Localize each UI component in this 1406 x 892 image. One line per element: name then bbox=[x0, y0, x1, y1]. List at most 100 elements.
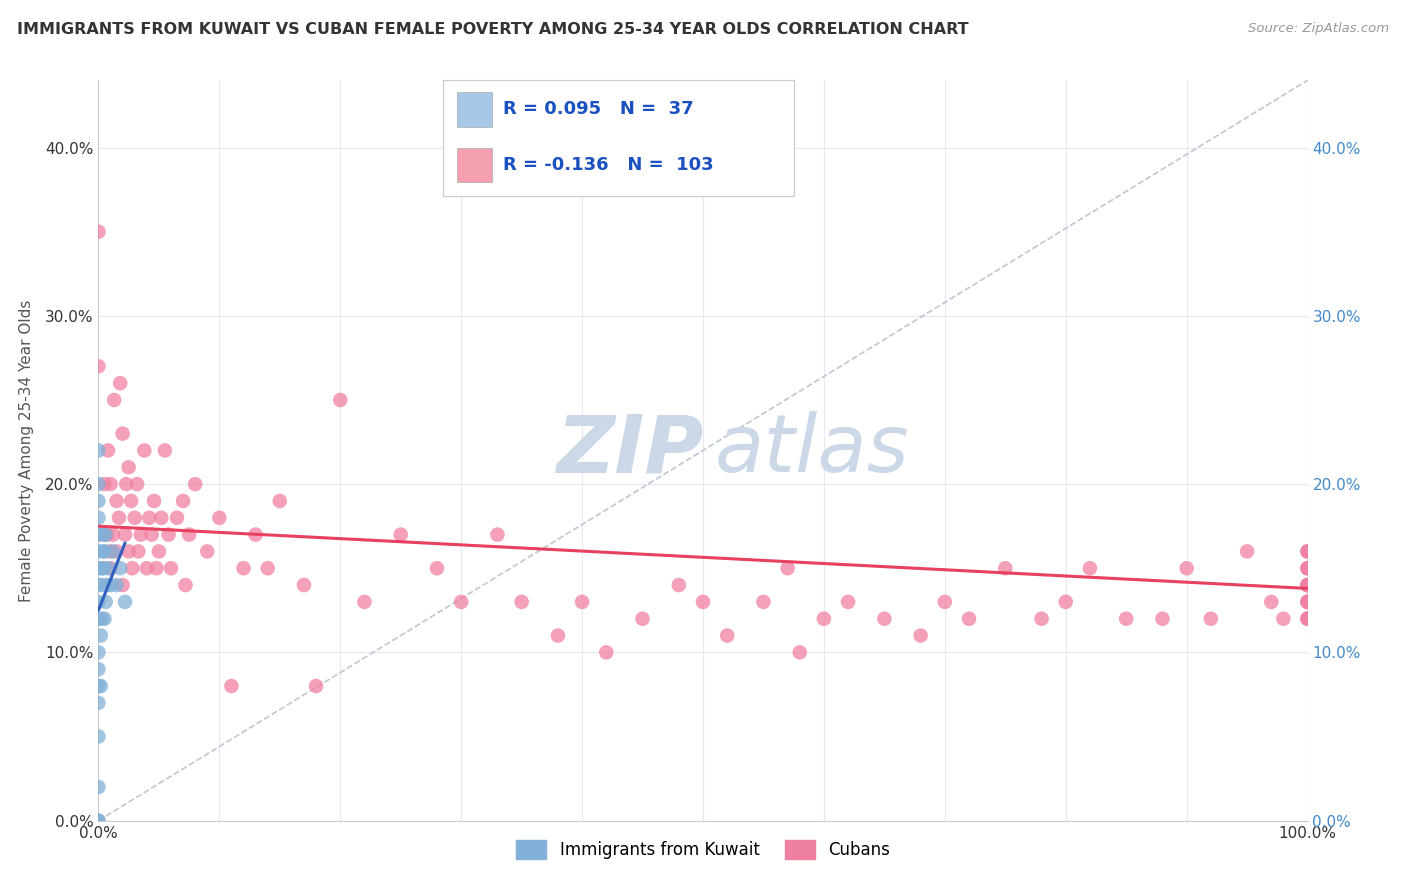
Point bbox=[100, 578, 122, 592]
Point bbox=[1054, 595, 1077, 609]
Point bbox=[1296, 578, 1319, 592]
Point bbox=[101, 527, 124, 541]
Point bbox=[97, 443, 120, 458]
Point bbox=[716, 628, 738, 642]
Point bbox=[1296, 612, 1319, 626]
Point bbox=[256, 561, 278, 575]
Point bbox=[148, 544, 170, 558]
Point bbox=[1296, 612, 1319, 626]
Point bbox=[87, 494, 110, 508]
Point bbox=[141, 527, 163, 541]
Point bbox=[1296, 595, 1319, 609]
Point bbox=[547, 628, 569, 642]
Point bbox=[114, 527, 136, 541]
Point bbox=[150, 510, 173, 524]
Point bbox=[389, 527, 412, 541]
Point bbox=[172, 494, 194, 508]
Point bbox=[873, 612, 896, 626]
Point bbox=[93, 612, 115, 626]
Point bbox=[1296, 595, 1319, 609]
Point bbox=[692, 595, 714, 609]
Point bbox=[668, 578, 690, 592]
Point bbox=[127, 477, 149, 491]
Point bbox=[108, 561, 131, 575]
Point bbox=[87, 595, 110, 609]
Point bbox=[353, 595, 375, 609]
Point bbox=[994, 561, 1017, 575]
Point bbox=[93, 477, 115, 491]
Point bbox=[292, 578, 315, 592]
Point bbox=[245, 527, 267, 541]
Point bbox=[776, 561, 799, 575]
Text: R = -0.136   N =  103: R = -0.136 N = 103 bbox=[503, 156, 713, 174]
Point bbox=[135, 561, 157, 575]
Point bbox=[1296, 612, 1319, 626]
Bar bbox=[457, 92, 492, 127]
Point bbox=[100, 561, 122, 575]
Point bbox=[571, 595, 593, 609]
Point bbox=[1199, 612, 1222, 626]
Point bbox=[127, 544, 149, 558]
Point bbox=[184, 477, 207, 491]
Point bbox=[179, 527, 201, 541]
Point bbox=[91, 612, 114, 626]
Point bbox=[426, 561, 449, 575]
Point bbox=[631, 612, 654, 626]
Point bbox=[305, 679, 328, 693]
Point bbox=[87, 662, 110, 676]
Point bbox=[94, 595, 117, 609]
Point bbox=[1078, 561, 1101, 575]
Point bbox=[114, 595, 136, 609]
Text: ZIP: ZIP bbox=[555, 411, 703, 490]
Point bbox=[1272, 612, 1295, 626]
Point bbox=[837, 595, 859, 609]
Point bbox=[1296, 561, 1319, 575]
Point bbox=[1296, 544, 1319, 558]
Point bbox=[166, 510, 188, 524]
Point bbox=[124, 510, 146, 524]
Point bbox=[105, 494, 128, 508]
Point bbox=[129, 527, 152, 541]
Point bbox=[1031, 612, 1053, 626]
Point bbox=[789, 645, 811, 659]
Point bbox=[118, 460, 141, 475]
Point bbox=[115, 477, 138, 491]
Point bbox=[91, 544, 114, 558]
Point bbox=[145, 561, 167, 575]
Point bbox=[134, 443, 156, 458]
Point bbox=[195, 544, 218, 558]
Point bbox=[153, 443, 176, 458]
Point bbox=[101, 544, 124, 558]
Point bbox=[1236, 544, 1258, 558]
Point bbox=[934, 595, 956, 609]
Point bbox=[108, 510, 131, 524]
Point bbox=[87, 443, 110, 458]
Point bbox=[1152, 612, 1174, 626]
Point bbox=[1296, 544, 1319, 558]
Point bbox=[111, 578, 134, 592]
Point bbox=[174, 578, 197, 592]
Point bbox=[87, 612, 110, 626]
Point bbox=[160, 561, 183, 575]
Point bbox=[1296, 544, 1319, 558]
Legend: Immigrants from Kuwait, Cubans: Immigrants from Kuwait, Cubans bbox=[509, 833, 897, 865]
Point bbox=[108, 376, 131, 391]
Point bbox=[157, 527, 180, 541]
Point bbox=[87, 780, 110, 794]
Point bbox=[87, 510, 110, 524]
Point bbox=[208, 510, 231, 524]
Text: atlas: atlas bbox=[716, 411, 910, 490]
Text: Source: ZipAtlas.com: Source: ZipAtlas.com bbox=[1249, 22, 1389, 36]
Point bbox=[91, 578, 114, 592]
Point bbox=[87, 561, 110, 575]
Point bbox=[87, 225, 110, 239]
Point bbox=[91, 561, 114, 575]
Point bbox=[87, 359, 110, 374]
Bar bbox=[457, 147, 492, 182]
Point bbox=[1115, 612, 1137, 626]
Point bbox=[96, 527, 118, 541]
Point bbox=[450, 595, 472, 609]
Point bbox=[105, 578, 128, 592]
Point bbox=[957, 612, 980, 626]
Point bbox=[1296, 561, 1319, 575]
